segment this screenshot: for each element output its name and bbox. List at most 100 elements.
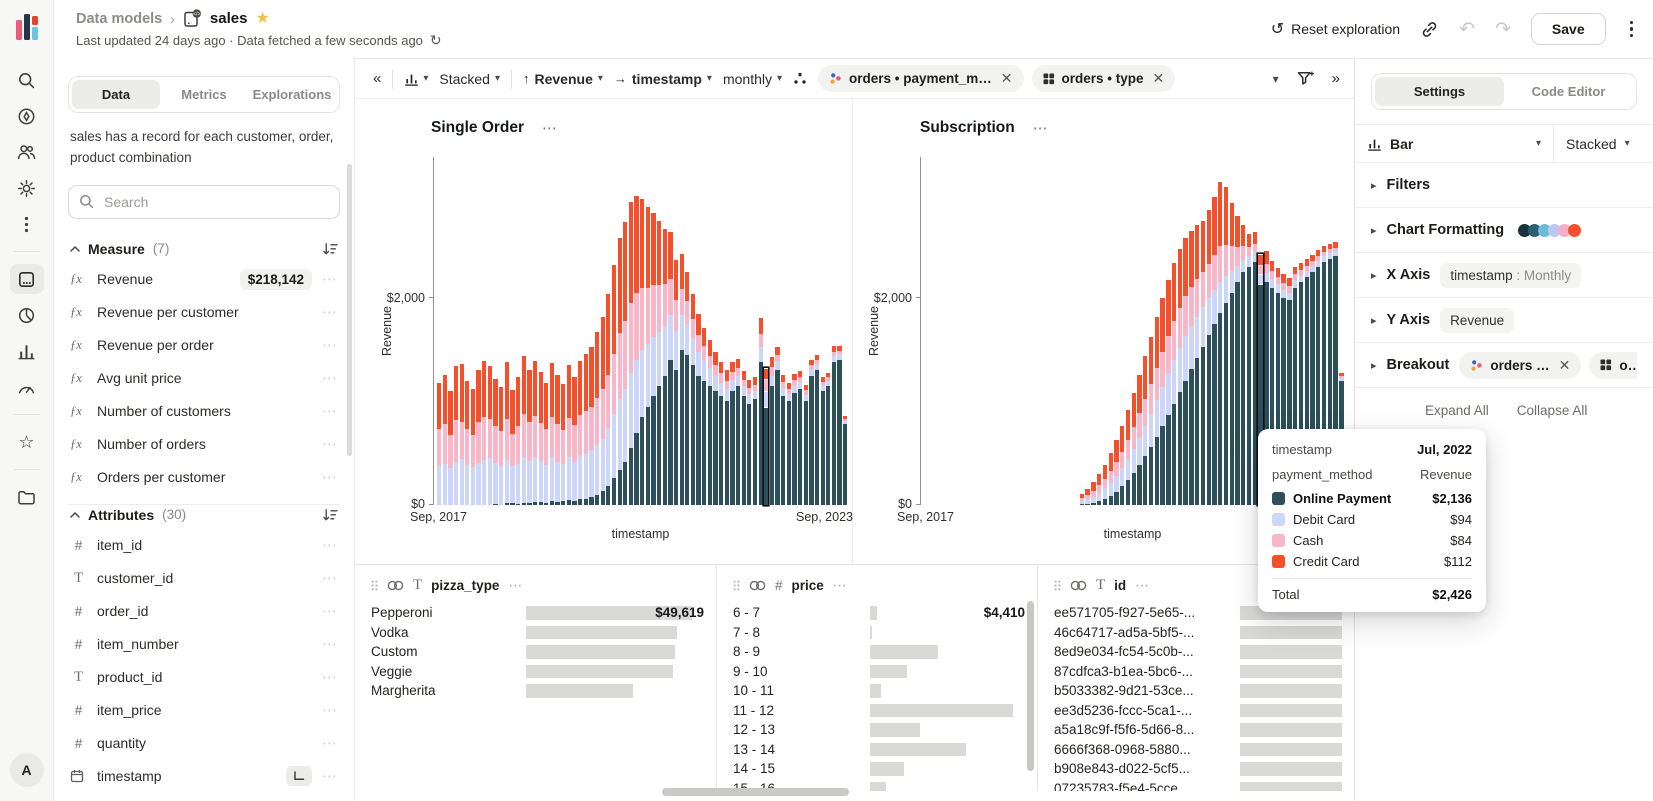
chart-bar[interactable] [1252, 231, 1258, 505]
chart-bar[interactable] [442, 374, 447, 505]
chart-bar[interactable] [775, 346, 780, 505]
chart-bar[interactable] [685, 271, 690, 505]
chart-bar[interactable] [578, 361, 583, 505]
close-icon[interactable]: ✕ [1558, 356, 1571, 373]
chart-bar[interactable] [1114, 440, 1119, 505]
reset-exploration-button[interactable]: ↺ Reset exploration [1271, 19, 1400, 39]
chart-bar[interactable] [662, 228, 667, 505]
bar-chart-icon[interactable] [10, 336, 44, 366]
chart-bar[interactable] [1269, 260, 1275, 505]
more-icon[interactable]: ⋯ [322, 636, 338, 654]
chart-bar[interactable] [437, 382, 442, 505]
more-icon[interactable]: ⋯ [322, 337, 338, 355]
chart-bar[interactable] [1160, 297, 1165, 505]
chart-bar[interactable] [448, 391, 453, 505]
summary-row[interactable]: Margherita [355, 681, 716, 701]
chart-bar[interactable] [837, 345, 842, 505]
close-icon[interactable]: ✕ [1152, 70, 1165, 86]
save-button[interactable]: Save [1530, 13, 1606, 45]
chart-bar[interactable] [786, 382, 791, 505]
refresh-icon[interactable]: ↻ [429, 32, 442, 48]
sort-icon[interactable] [322, 242, 338, 256]
measure-item[interactable]: ƒx Revenue per order ⋯ [68, 329, 340, 362]
chart-bar[interactable] [1125, 410, 1131, 505]
stack-mode-dropdown[interactable]: Stacked ▾ [1554, 125, 1653, 162]
collapse-right-icon[interactable]: » [1331, 70, 1340, 87]
measure-item[interactable]: ƒx Avg unit price ⋯ [68, 362, 340, 395]
summary-row[interactable]: 07235783-f5e4-5cce... [1038, 779, 1354, 791]
favorites-star-icon[interactable]: ☆ [18, 431, 35, 452]
chart-bar[interactable] [453, 366, 459, 505]
section-x-axis[interactable]: ▸ X Axis timestamp : Monthly [1355, 253, 1653, 298]
tab-metrics[interactable]: Metrics [181, 87, 227, 102]
chart-bar[interactable] [499, 386, 504, 505]
compass-icon[interactable] [10, 101, 44, 131]
chart-bar[interactable] [1091, 482, 1096, 505]
breakout-icon[interactable] [793, 72, 807, 85]
chart-bar[interactable] [809, 360, 814, 505]
chart-bar[interactable] [640, 199, 645, 505]
chart-bar[interactable] [1131, 393, 1136, 505]
chart-bar[interactable] [476, 370, 481, 505]
chart-bar[interactable] [1194, 225, 1200, 505]
chart-bar[interactable] [572, 376, 577, 505]
attribute-item[interactable]: # order_id ⋯ [68, 595, 340, 628]
chart-bar[interactable] [623, 222, 628, 505]
more-icon[interactable]: ⋯ [322, 436, 338, 454]
chart-bar[interactable] [1281, 274, 1286, 505]
chart-bar[interactable] [814, 355, 820, 505]
attribute-item[interactable]: # quantity ⋯ [68, 727, 340, 760]
summary-row[interactable]: 14 - 15 [717, 759, 1037, 779]
chart-bar[interactable] [651, 212, 656, 505]
chart-bar[interactable] [702, 327, 707, 505]
tab-code-editor[interactable]: Code Editor [1531, 84, 1606, 99]
attribute-item[interactable]: # item_number ⋯ [68, 628, 340, 661]
summary-row[interactable]: 6 - 7 $4,410 [717, 603, 1037, 623]
chart-bar[interactable] [1137, 374, 1142, 505]
chart-bar[interactable] [679, 254, 684, 505]
chart-bar[interactable] [713, 351, 718, 505]
chart-bar[interactable] [735, 359, 741, 505]
attribute-item[interactable]: # item_id ⋯ [68, 529, 340, 562]
undo-icon[interactable]: ↶ [1459, 18, 1475, 40]
chart-bar[interactable] [1310, 254, 1315, 505]
chart-bar[interactable] [1200, 221, 1206, 505]
more-icon[interactable]: ⋯ [322, 370, 338, 388]
chart-bar[interactable] [1171, 263, 1177, 505]
more-icon[interactable]: ⋯ [322, 304, 338, 322]
attribute-item[interactable]: timestamp ⋯ [68, 760, 340, 793]
chart-bar[interactable] [1258, 253, 1263, 505]
chart-bar[interactable] [515, 376, 521, 505]
chart-bar[interactable] [1189, 230, 1194, 505]
donut-chart-icon[interactable] [10, 300, 44, 330]
chart-menu-icon[interactable]: ⋯ [1032, 120, 1049, 137]
chart-bar[interactable] [764, 367, 769, 505]
search-field[interactable] [68, 184, 340, 219]
section-breakout[interactable]: ▸ Breakout orders … ✕ o…✕ [1355, 343, 1653, 388]
measure-item[interactable]: ƒx Revenue per customer ⋯ [68, 296, 340, 329]
chevron-down-icon[interactable]: ▾ [1272, 71, 1279, 86]
y-field-dropdown[interactable]: ↑ Revenue ▾ [523, 70, 603, 87]
gauge-icon[interactable] [10, 372, 44, 402]
chart-bar[interactable] [594, 332, 600, 505]
more-icon[interactable]: ⋯ [832, 577, 848, 593]
chart-bar[interactable] [600, 316, 605, 505]
chart-bar[interactable] [555, 374, 560, 505]
chart-bar[interactable] [1096, 473, 1102, 505]
chart-bar[interactable] [1166, 279, 1171, 505]
chart-bar[interactable] [645, 206, 650, 505]
chart-bar[interactable] [1108, 453, 1113, 505]
app-logo[interactable] [15, 14, 38, 40]
chart-bar[interactable] [1298, 262, 1304, 505]
granularity-dropdown[interactable]: monthly ▾ [722, 70, 783, 87]
chart-bar[interactable] [1316, 250, 1321, 505]
summary-row[interactable]: 8ed9e034-fc54-5c0b-... [1038, 642, 1354, 662]
more-icon[interactable]: ⋯ [322, 768, 338, 786]
summary-row[interactable]: 9 - 10 [717, 662, 1037, 682]
chart-bar[interactable] [510, 390, 515, 505]
breakout-chip[interactable]: o…✕ [1589, 351, 1637, 379]
chart-bar[interactable] [1327, 243, 1332, 505]
chart-bar[interactable] [1333, 242, 1338, 505]
